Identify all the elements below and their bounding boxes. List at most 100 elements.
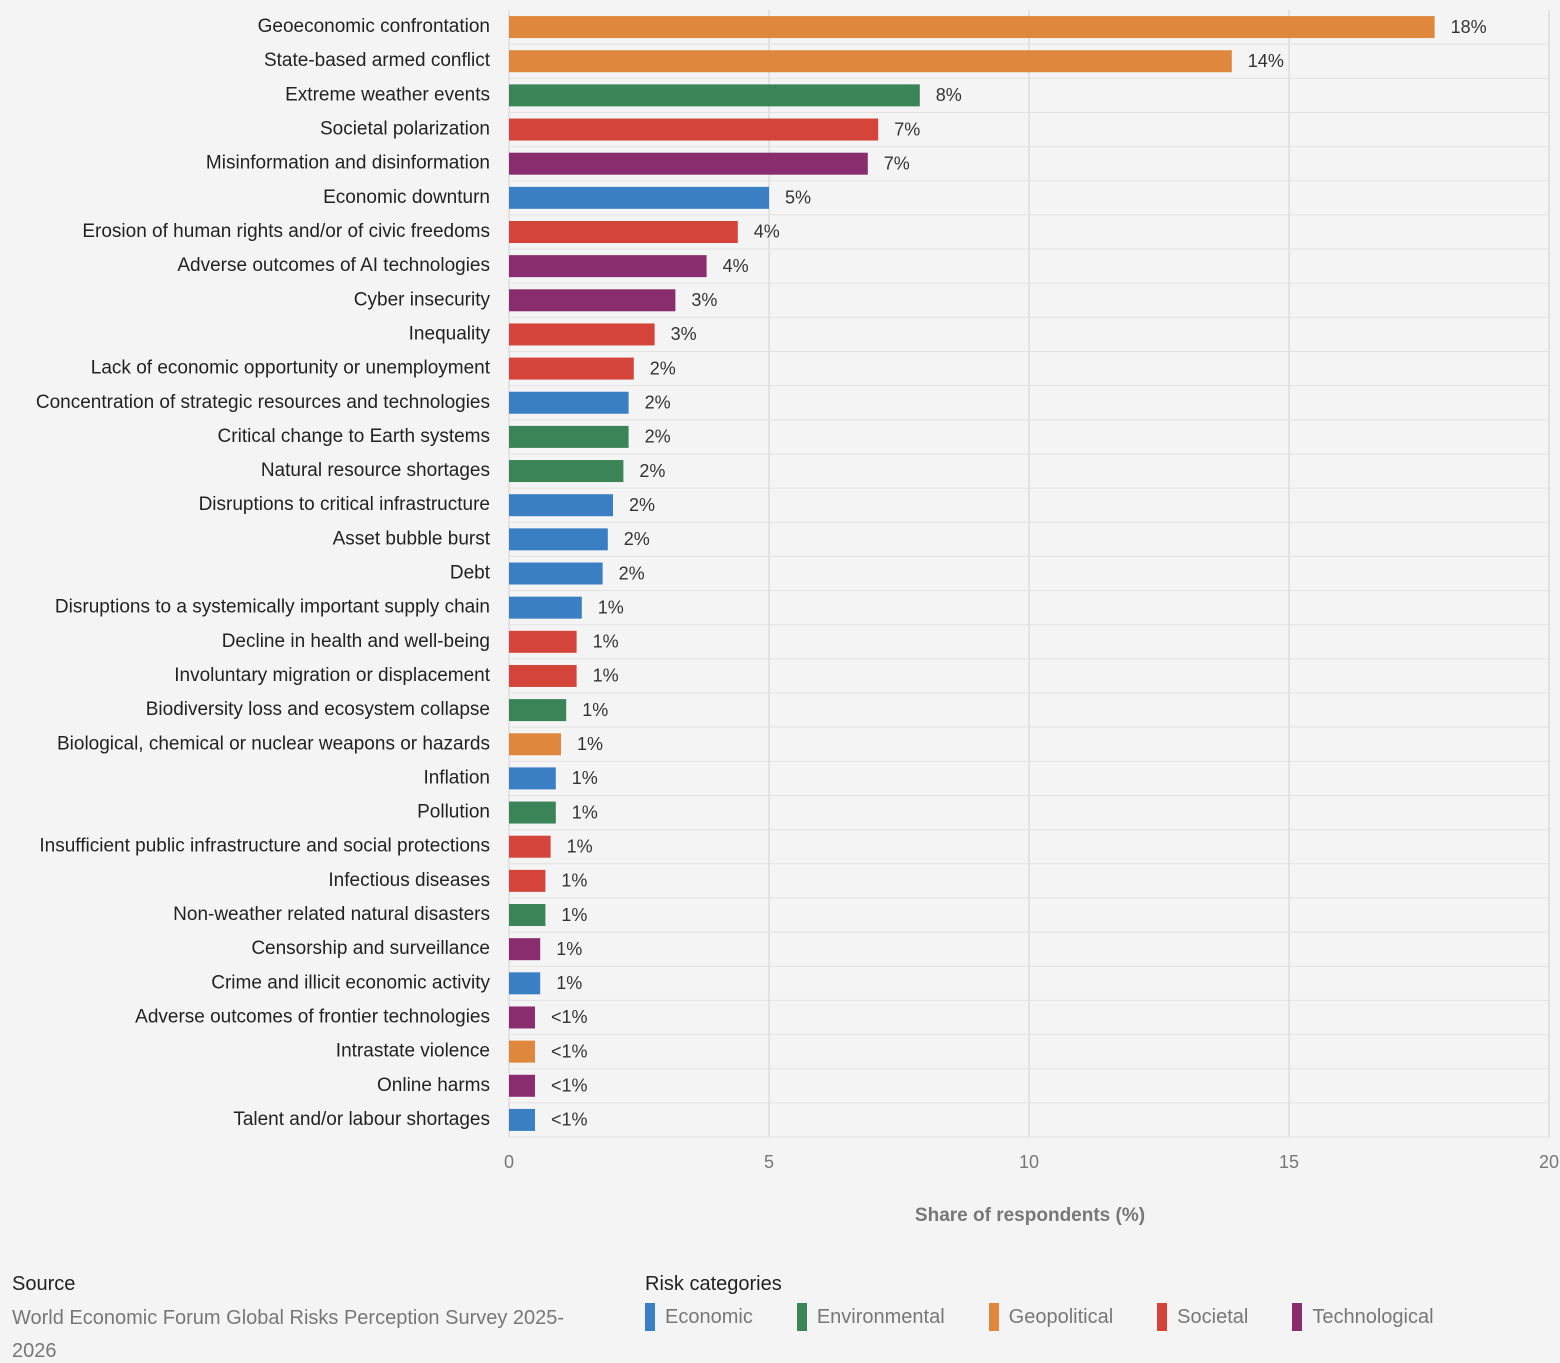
value-label: 1% — [561, 871, 587, 891]
bar — [509, 357, 634, 380]
value-label: 2% — [624, 529, 650, 549]
value-label: 3% — [671, 324, 697, 344]
value-label: 1% — [572, 768, 598, 788]
legend-swatch — [645, 1303, 655, 1331]
value-label: 1% — [577, 734, 603, 754]
legend-swatch — [1157, 1303, 1168, 1331]
y-tick-label: Intrastate violence — [336, 1041, 490, 1062]
value-label: 7% — [884, 153, 910, 173]
y-tick-label: Natural resource shortages — [261, 460, 490, 481]
bar — [509, 460, 624, 483]
bar — [509, 938, 541, 961]
value-label: 2% — [650, 358, 676, 378]
x-tick-label: 10 — [1019, 1152, 1039, 1172]
bar — [509, 16, 1435, 39]
x-tick-label: 20 — [1539, 1152, 1559, 1172]
value-label: 14% — [1248, 51, 1284, 71]
y-tick-label: Misinformation and disinformation — [206, 153, 490, 174]
value-label: 4% — [754, 222, 780, 242]
bar — [509, 664, 577, 687]
y-tick-label: Disruptions to a systemically important … — [55, 597, 490, 618]
value-label: 2% — [645, 427, 671, 447]
bar — [509, 1074, 535, 1097]
bar — [509, 528, 608, 551]
value-label: 8% — [936, 85, 962, 105]
x-tick-label: 15 — [1279, 1152, 1299, 1172]
y-tick-label: Economic downturn — [323, 187, 490, 208]
value-label: 1% — [561, 905, 587, 925]
bar — [509, 84, 920, 107]
legend-swatch — [988, 1303, 999, 1331]
value-label: <1% — [551, 1007, 588, 1027]
legend: Economic Environmental Geopolitical Societa… — [645, 1303, 1434, 1331]
y-tick-label: Biodiversity loss and ecosystem collapse — [146, 699, 490, 720]
bar — [509, 869, 546, 892]
bar — [509, 391, 629, 414]
value-label: 2% — [629, 495, 655, 515]
legend-swatch — [796, 1303, 807, 1331]
value-label: 3% — [691, 290, 717, 310]
bar — [509, 904, 546, 927]
legend-title: Risk categories — [645, 1273, 782, 1295]
value-label: 7% — [894, 119, 920, 139]
bar — [509, 972, 541, 995]
bar — [509, 1040, 535, 1063]
y-tick-label: Talent and/or labour shortages — [233, 1109, 490, 1130]
y-tick-label: Extreme weather events — [285, 84, 490, 105]
y-tick-label: Adverse outcomes of frontier technologie… — [135, 1006, 490, 1027]
bar — [509, 152, 868, 175]
bar — [509, 699, 567, 722]
y-tick-label: Inflation — [423, 767, 490, 788]
value-label: 18% — [1451, 17, 1487, 37]
legend-label: Geopolitical — [1008, 1305, 1114, 1328]
legend-item: Geopolitical — [988, 1303, 1114, 1331]
y-tick-label: Inequality — [409, 323, 491, 344]
bar — [509, 767, 556, 790]
y-tick-label: Cyber insecurity — [354, 289, 491, 310]
y-tick-label: Insufficient public infrastructure and s… — [39, 836, 490, 857]
y-tick-label: Debt — [450, 563, 491, 584]
source-title: Source — [12, 1273, 76, 1295]
bar — [509, 1108, 535, 1131]
legend-item: Societal — [1157, 1303, 1248, 1331]
legend-label: Environmental — [816, 1305, 945, 1328]
bar — [509, 733, 561, 756]
y-tick-label: Asset bubble burst — [333, 528, 491, 549]
legend-item: Technological — [1292, 1303, 1434, 1331]
legend-item: Environmental — [796, 1303, 945, 1331]
legend-swatch — [1292, 1303, 1303, 1331]
bar — [509, 289, 676, 312]
bar — [509, 630, 577, 653]
value-label: <1% — [551, 1110, 588, 1130]
value-label: 2% — [619, 563, 645, 583]
value-label: 2% — [639, 461, 665, 481]
value-label: 1% — [556, 939, 582, 959]
y-tick-label: Societal polarization — [320, 119, 490, 140]
y-tick-label: Decline in health and well-being — [222, 631, 490, 652]
value-label: <1% — [551, 1076, 588, 1096]
y-tick-label: Adverse outcomes of AI technologies — [177, 255, 490, 276]
value-label: 2% — [645, 392, 671, 412]
bar — [509, 220, 738, 243]
bar — [509, 323, 655, 346]
x-tick-label: 5 — [764, 1152, 774, 1172]
value-label: 1% — [567, 836, 593, 856]
legend-label: Technological — [1312, 1305, 1434, 1328]
x-axis-title: Share of respondents (%) — [915, 1205, 1145, 1226]
legend-item: Economic — [645, 1303, 753, 1331]
value-label: 1% — [556, 973, 582, 993]
bar — [509, 255, 707, 278]
value-label: 1% — [593, 666, 619, 686]
bar — [509, 596, 582, 619]
y-tick-label: Geoeconomic confrontation — [258, 16, 490, 37]
bar — [509, 801, 556, 824]
y-tick-label: Censorship and surveillance — [251, 938, 490, 959]
value-label: 1% — [582, 700, 608, 720]
y-tick-label: Erosion of human rights and/or of civic … — [82, 221, 490, 242]
y-tick-label: Involuntary migration or displacement — [174, 665, 490, 686]
bar — [509, 186, 769, 209]
y-tick-label: Concentration of strategic resources and… — [36, 392, 490, 413]
y-tick-label: Lack of economic opportunity or unemploy… — [91, 358, 491, 379]
y-tick-label: Biological, chemical or nuclear weapons … — [57, 733, 490, 754]
